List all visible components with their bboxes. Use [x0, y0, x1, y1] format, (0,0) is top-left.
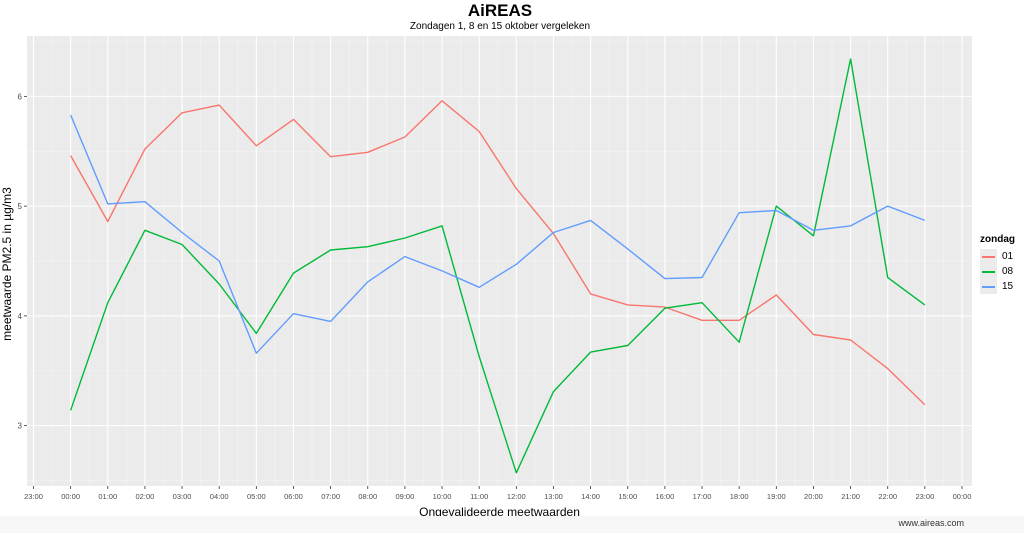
- x-tick-label: 13:00: [544, 492, 563, 501]
- x-tick-label: 00:00: [953, 492, 972, 501]
- series-line-01: [70, 100, 926, 406]
- legend-item: 01: [980, 249, 1015, 264]
- x-tick-label: 12:00: [507, 492, 526, 501]
- x-tick-label: 05:00: [247, 492, 266, 501]
- legend-line: [982, 271, 995, 273]
- grid-major: [27, 36, 972, 486]
- legend-title: zondag: [980, 234, 1015, 245]
- x-tick-label: 06:00: [284, 492, 303, 501]
- legend-item: 15: [980, 279, 1015, 294]
- x-tick-label: 10:00: [433, 492, 452, 501]
- source-credit: www.aireas.com: [898, 518, 964, 528]
- x-tick-label: 02:00: [136, 492, 155, 501]
- y-axis: 3 4 5 6: [18, 92, 27, 431]
- x-tick-label: 03:00: [173, 492, 192, 501]
- chart-subtitle: Zondagen 1, 8 en 15 oktober vergeleken: [409, 21, 591, 32]
- y-tick-label: 3: [18, 422, 23, 431]
- legend-key: [980, 249, 997, 264]
- y-tick-label: 4: [18, 312, 23, 321]
- legend-label: 15: [1002, 281, 1014, 292]
- legend-key: [980, 279, 997, 294]
- x-tick-label: 09:00: [396, 492, 415, 501]
- series-line-15: [69, 114, 926, 354]
- legend-label: 08: [1002, 266, 1014, 277]
- x-tick-label: 17:00: [693, 492, 712, 501]
- legend-line: [982, 286, 995, 288]
- x-tick-label: 21:00: [841, 492, 860, 501]
- x-tick-label: 00:00: [61, 492, 80, 501]
- chart-title: AiREAS: [467, 1, 533, 20]
- x-tick-label: 01:00: [98, 492, 117, 501]
- x-axis: 23:00 00:00 01:00 02:00 03:00 04:00 05:00 06:00…: [24, 486, 971, 501]
- y-tick-label: 5: [18, 202, 23, 211]
- legend-key: [980, 264, 997, 279]
- x-axis-label: Ongevalideerde meetwaarden: [419, 505, 580, 519]
- y-tick-label: 6: [18, 92, 23, 101]
- x-tick-label: 04:00: [210, 492, 229, 501]
- x-tick-label: 23:00: [915, 492, 934, 501]
- legend-label: 01: [1002, 251, 1014, 262]
- x-tick-label: 22:00: [878, 492, 897, 501]
- x-tick-label: 15:00: [618, 492, 637, 501]
- x-tick-label: 14:00: [581, 492, 600, 501]
- x-tick-label: 20:00: [804, 492, 823, 501]
- legend: zondag 01 08 15: [980, 234, 1015, 294]
- x-tick-label: 16:00: [655, 492, 674, 501]
- footer-bar: [0, 516, 1024, 533]
- x-tick-label: 19:00: [767, 492, 786, 501]
- x-tick-label: 11:00: [470, 492, 488, 501]
- x-tick-label: 07:00: [321, 492, 340, 501]
- series-line-08: [69, 58, 926, 474]
- y-axis-label: meetwaarde PM2.5 in µg/m3: [0, 187, 14, 341]
- legend-line: [982, 256, 995, 258]
- x-tick-label: 23:00: [24, 492, 43, 501]
- series-lines: [69, 58, 926, 474]
- x-tick-label: 08:00: [358, 492, 377, 501]
- legend-item: 08: [980, 264, 1015, 279]
- x-tick-label: 18:00: [730, 492, 749, 501]
